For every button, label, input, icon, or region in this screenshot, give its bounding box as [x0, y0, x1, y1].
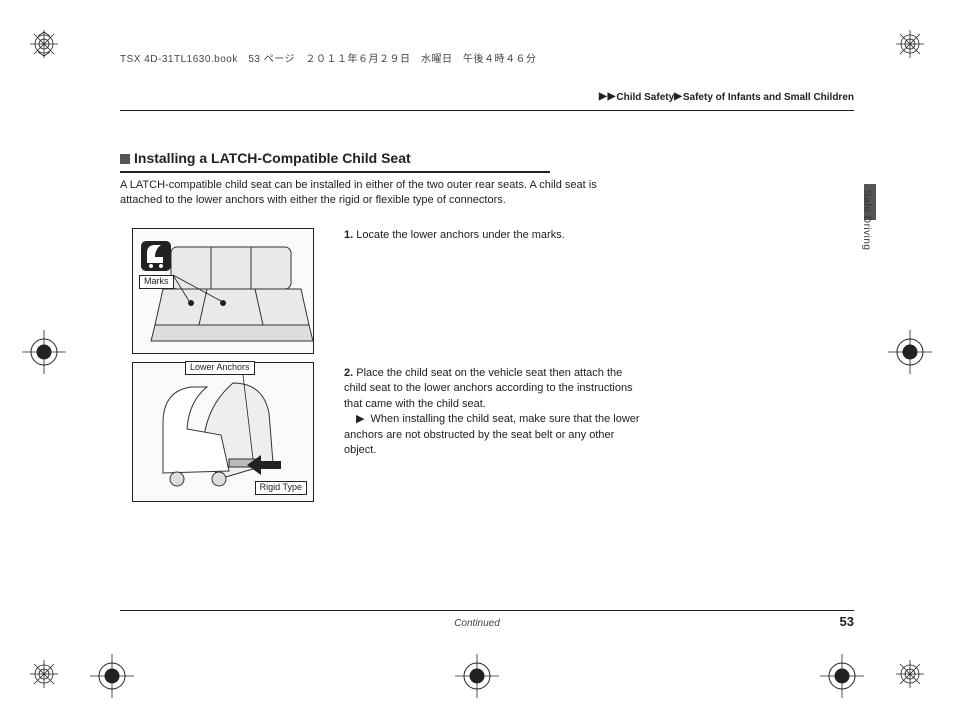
figure-label-lower-anchors: Lower Anchors	[185, 361, 255, 375]
reg-mark-icon	[896, 660, 924, 688]
step-2: 2. Place the child seat on the vehicle s…	[344, 366, 644, 458]
figure-child-seat-install: Lower Anchors Rigid Type	[132, 362, 314, 502]
page-number: 53	[840, 614, 854, 629]
reg-mark-icon	[896, 30, 924, 58]
crop-mark-icon	[888, 330, 932, 374]
step-text: Locate the lower anchors under the marks…	[353, 229, 565, 241]
bullet-arrow-icon: ▶	[356, 412, 364, 427]
reg-mark-icon	[30, 30, 58, 58]
step-number: 1.	[344, 229, 353, 241]
rule-top	[120, 110, 854, 111]
breadcrumb-part: Safety of Infants and Small Children	[683, 92, 854, 103]
breadcrumb-part: Child Safety	[616, 92, 674, 103]
continued-label: Continued	[454, 618, 500, 629]
reg-mark-icon	[30, 660, 58, 688]
breadcrumb-arrow-icon: ▶	[608, 91, 616, 102]
rule-bottom	[120, 610, 854, 611]
breadcrumb-arrow-icon: ▶	[599, 91, 607, 102]
figure-rear-seats: Marks	[132, 228, 314, 354]
crop-mark-icon	[455, 654, 499, 698]
print-header-meta: TSX 4D-31TL1630.book 53 ページ ２０１１年６月２９日 水…	[120, 50, 537, 65]
section-title: Installing a LATCH-Compatible Child Seat	[134, 150, 411, 166]
breadcrumb-arrow-icon: ▶	[674, 91, 682, 102]
crop-mark-icon	[90, 654, 134, 698]
section-header: Installing a LATCH-Compatible Child Seat	[120, 150, 550, 173]
step-1: 1. Locate the lower anchors under the ma…	[344, 228, 644, 243]
section-side-label: Safe Driving	[861, 190, 872, 250]
figure-label-marks: Marks	[139, 275, 174, 289]
step-text: Place the child seat on the vehicle seat…	[344, 367, 633, 410]
crop-mark-icon	[820, 654, 864, 698]
figure-label-rigid-type: Rigid Type	[255, 481, 307, 495]
step-number: 2.	[344, 367, 353, 379]
section-square-icon	[120, 154, 130, 164]
crop-mark-icon	[22, 330, 66, 374]
breadcrumb: ▶▶Child Safety▶Safety of Infants and Sma…	[599, 92, 854, 103]
step-subtext: When installing the child seat, make sur…	[344, 413, 640, 456]
intro-text: A LATCH-compatible child seat can be ins…	[120, 178, 630, 208]
